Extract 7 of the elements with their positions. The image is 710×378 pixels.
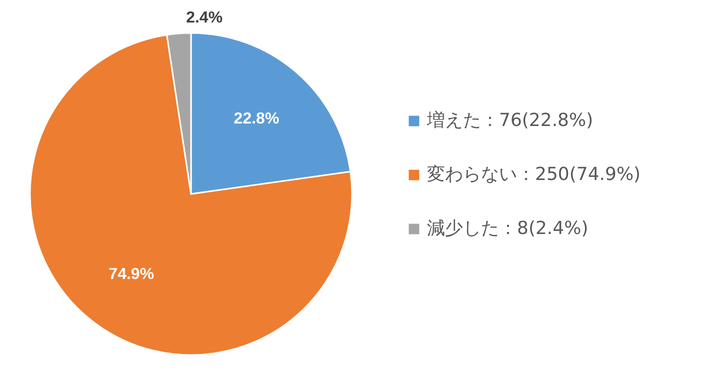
legend-label: 増えた：76(22.8%) — [426, 110, 594, 131]
legend-label: 減少した：8(2.4%) — [427, 218, 588, 239]
legend-label: 変わらない：250(74.9%) — [427, 164, 641, 185]
data-label: 74.9% — [108, 266, 154, 284]
pie-slice — [29, 34, 353, 356]
data-label: 2.4% — [186, 10, 223, 26]
data-label: 22.8% — [234, 110, 280, 128]
